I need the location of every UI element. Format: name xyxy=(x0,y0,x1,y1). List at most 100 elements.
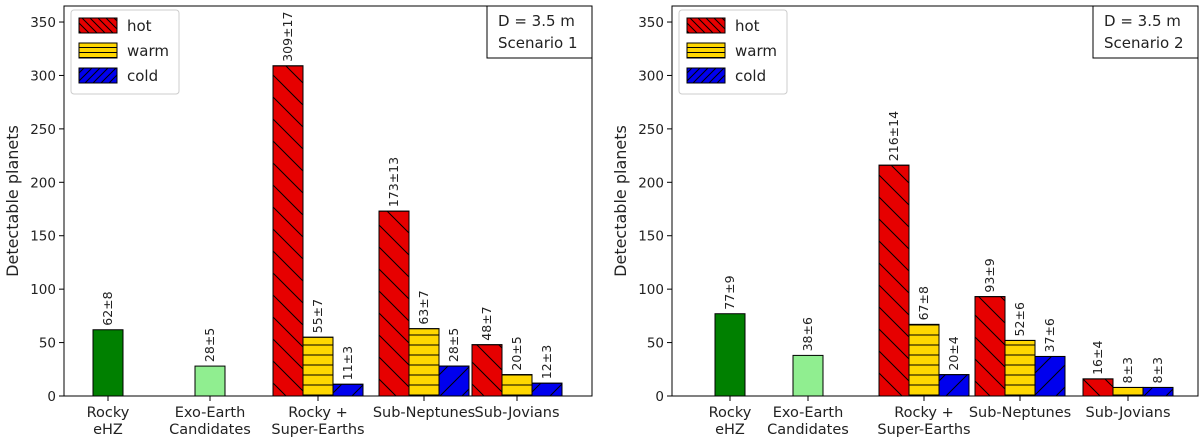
x-tick-label: Rocky xyxy=(709,405,752,421)
bar-value-label: 8±3 xyxy=(1120,357,1135,383)
y-tick-label: 250 xyxy=(30,122,56,138)
bar-hatch xyxy=(1112,386,1144,397)
bar-value-label: 77±9 xyxy=(722,275,737,309)
x-tick-label: Exo-Earth xyxy=(175,405,246,421)
bar-value-label: 309±17 xyxy=(280,12,295,62)
bar-value-label: 62±8 xyxy=(100,291,115,325)
bar-rocky-ehz xyxy=(92,329,124,397)
bar-hatch xyxy=(1034,355,1066,397)
y-tick-label: 50 xyxy=(39,336,56,352)
bar-hatch xyxy=(1142,386,1174,397)
bar-value-label: 28±5 xyxy=(202,328,217,362)
x-tick-label: Rocky xyxy=(87,405,130,421)
annotation-text: Scenario 1 xyxy=(498,34,578,52)
y-tick-label: 300 xyxy=(30,68,56,84)
legend-swatch-hatch xyxy=(78,42,118,59)
bar-hatch xyxy=(531,382,563,397)
legend-label-cold: cold xyxy=(735,67,766,85)
legend-label-hot: hot xyxy=(127,17,152,35)
legend: hot warm cold xyxy=(678,9,788,95)
bar-hatch xyxy=(974,296,1006,397)
legend-swatch-hatch xyxy=(686,17,726,34)
bar-value-label: 48±7 xyxy=(479,306,494,340)
y-tick-label: 0 xyxy=(47,389,56,405)
bar-exo-earth-candidates xyxy=(194,365,226,397)
annotation-box: D = 3.5 m Scenario 2 xyxy=(1092,5,1199,59)
bar-value-label: 52±6 xyxy=(1012,302,1027,336)
bar-hatch xyxy=(471,344,503,397)
legend-label-warm: warm xyxy=(127,42,169,60)
bar-value-label: 16±4 xyxy=(1090,341,1105,375)
annotation-text: Scenario 2 xyxy=(1104,34,1184,52)
bar-value-label: 93±9 xyxy=(982,258,997,292)
bar-exo-earth-candidates xyxy=(792,354,824,397)
x-tick-label: Rocky + xyxy=(894,405,954,421)
bar-hatch xyxy=(302,336,334,397)
bar-value-label: 55±7 xyxy=(310,299,325,333)
y-axis-label: Detectable planets xyxy=(3,125,22,277)
y-tick-label: 200 xyxy=(638,175,664,191)
annotation-frame xyxy=(486,5,593,59)
x-tick-label: Sub-Neptunes xyxy=(373,405,475,421)
bar-value-label: 216±14 xyxy=(886,111,901,161)
bar-hatch xyxy=(1082,378,1114,397)
x-tick-label: eHZ xyxy=(93,422,123,438)
bar-value-label: 20±4 xyxy=(946,336,961,370)
y-tick-label: 0 xyxy=(655,389,664,405)
x-tick-label: Sub-Jovians xyxy=(474,405,559,421)
bar-hatch xyxy=(878,164,910,397)
bar-value-label: 67±8 xyxy=(916,286,931,320)
bar-value-label: 8±3 xyxy=(1150,357,1165,383)
legend-label-warm: warm xyxy=(735,42,777,60)
x-tick-label: Sub-Neptunes xyxy=(969,405,1071,421)
annotation-frame xyxy=(1092,5,1199,59)
bar-value-label: 28±5 xyxy=(446,328,461,362)
plot-frame xyxy=(671,5,1199,397)
y-tick-label: 150 xyxy=(30,229,56,245)
bar-hatch xyxy=(332,383,364,397)
legend: hot warm cold xyxy=(70,9,180,95)
annotation-text: D = 3.5 m xyxy=(498,12,575,30)
legend-swatch-hatch xyxy=(686,67,726,84)
plot-frame xyxy=(63,5,593,397)
x-tick-label: Candidates xyxy=(767,422,849,438)
x-tick-label: Sub-Jovians xyxy=(1085,405,1170,421)
bar-hatch xyxy=(378,210,410,397)
y-tick-label: 250 xyxy=(638,122,664,138)
x-tick-label: Candidates xyxy=(169,422,251,438)
x-tick-label: Super-Earths xyxy=(271,422,364,438)
bar-hatch xyxy=(272,65,304,397)
y-tick-label: 100 xyxy=(638,282,664,298)
y-tick-label: 150 xyxy=(638,229,664,245)
annotation-text: D = 3.5 m xyxy=(1104,12,1181,30)
bar-value-label: 11±3 xyxy=(340,346,355,380)
legend-label-hot: hot xyxy=(735,17,760,35)
bar-value-label: 12±3 xyxy=(539,345,554,379)
legend-swatch-hatch xyxy=(78,67,118,84)
x-tick-label: Exo-Earth xyxy=(773,405,844,421)
bar-hatch xyxy=(408,328,440,397)
y-tick-label: 350 xyxy=(30,15,56,31)
bar-value-label: 38±6 xyxy=(800,317,815,351)
bar-hatch xyxy=(501,374,533,397)
x-tick-label: eHZ xyxy=(715,422,745,438)
y-tick-label: 50 xyxy=(647,336,664,352)
annotation-box: D = 3.5 m Scenario 1 xyxy=(486,5,593,59)
x-tick-label: Super-Earths xyxy=(877,422,970,438)
legend-swatch-hatch xyxy=(686,42,726,59)
legend-label-cold: cold xyxy=(127,67,158,85)
y-axis-label: Detectable planets xyxy=(611,125,630,277)
y-tick-label: 100 xyxy=(30,282,56,298)
bar-hatch xyxy=(1004,339,1036,397)
bar-value-label: 37±6 xyxy=(1042,318,1057,352)
bar-hatch xyxy=(438,365,470,397)
y-tick-label: 200 xyxy=(30,175,56,191)
x-tick-label: Rocky + xyxy=(288,405,348,421)
bar-value-label: 63±7 xyxy=(416,290,431,324)
bar-rocky-ehz xyxy=(714,313,746,397)
bar-value-label: 173±13 xyxy=(386,157,401,207)
y-tick-label: 300 xyxy=(638,68,664,84)
